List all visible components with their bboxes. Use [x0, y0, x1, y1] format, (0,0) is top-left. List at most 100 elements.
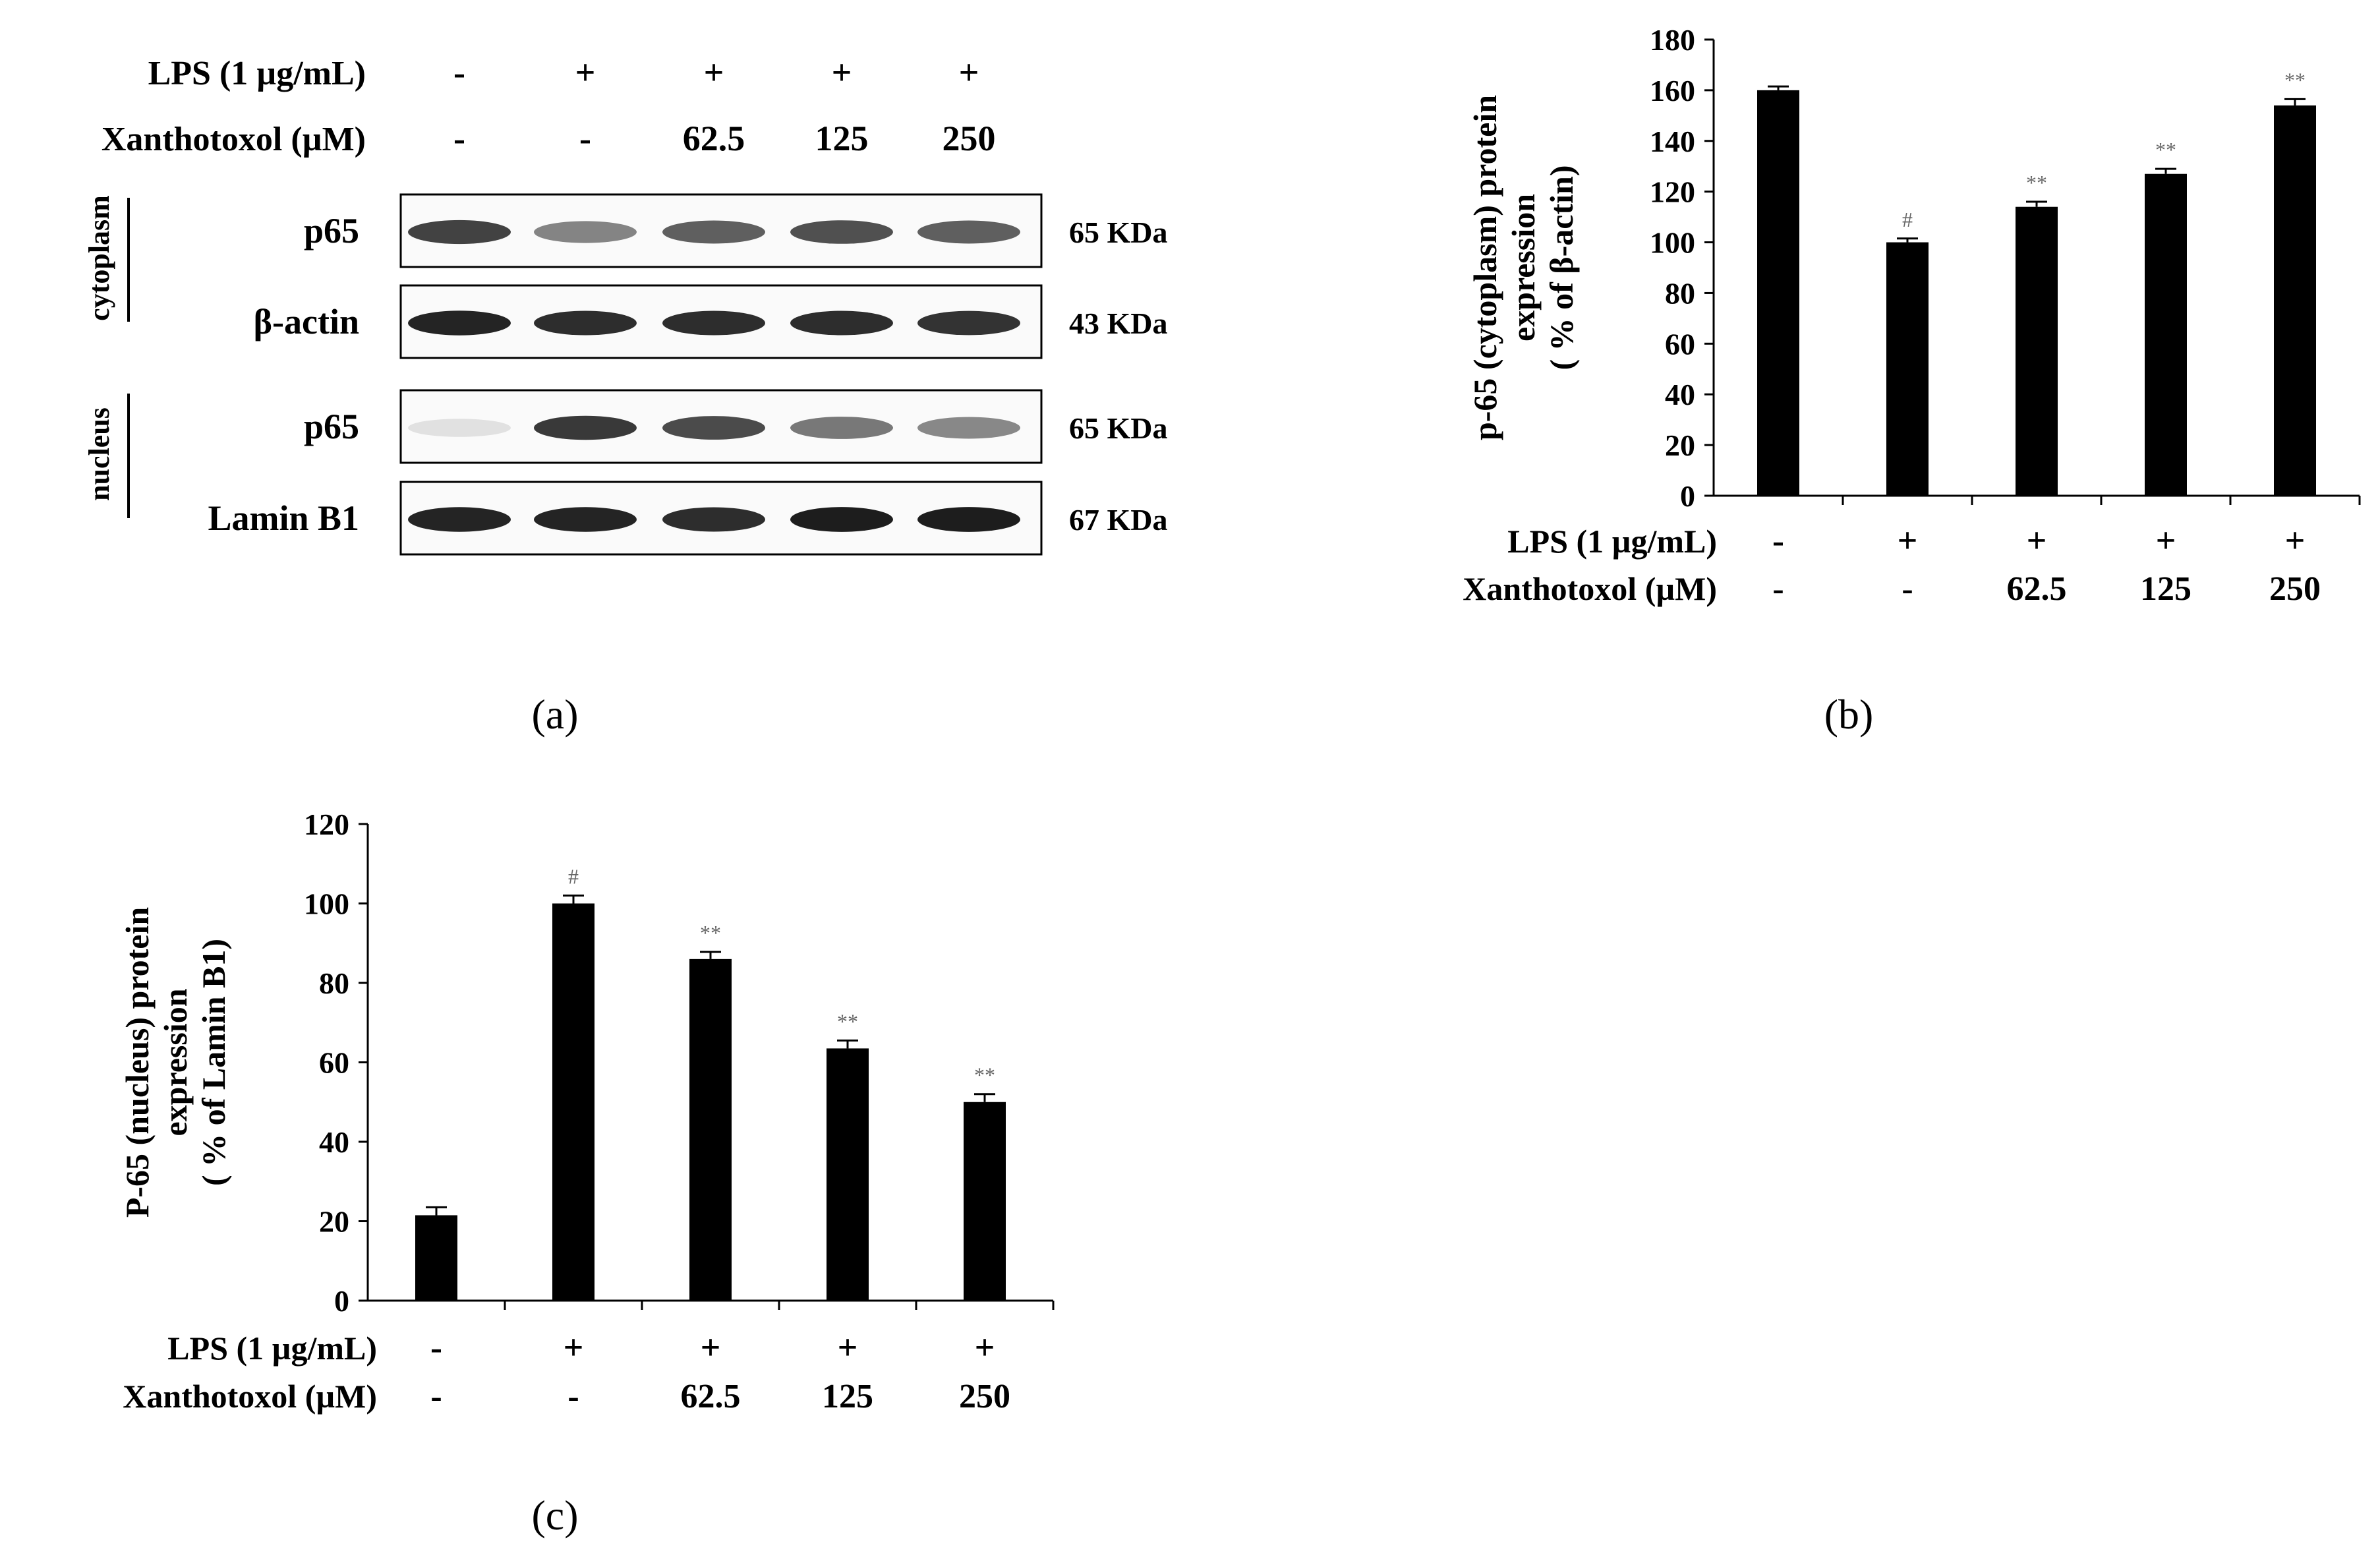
bar [552, 903, 595, 1301]
chart-xanthotoxol-value: - [430, 1378, 442, 1415]
y-tick-label: 0 [1680, 479, 1695, 513]
y-tick-label: 180 [1650, 23, 1695, 57]
y-axis-title: expression [157, 988, 194, 1136]
blot-compartment-groups: cytoplasm nucleus [83, 195, 130, 518]
y-axis-title: p-65 (cytoplasm) protein [1466, 95, 1503, 440]
blot-lps-label: LPS (1 µg/mL) [148, 55, 366, 92]
blot-band [662, 507, 765, 532]
blot-rows: p65 65 KDa β-actin 43 KDa p65 65 KDa Lamin B1 6… [208, 193, 1168, 556]
chart-lps-value: + [2156, 521, 2176, 560]
chart-xanthotoxol-value: - [567, 1378, 579, 1415]
y-tick-label: 20 [1665, 428, 1695, 462]
chart-lps-value: - [430, 1328, 442, 1367]
blot-row: p65 65 KDa [304, 193, 1168, 268]
blot-xanthotoxol-value: 62.5 [683, 119, 745, 158]
nucleus-bar-chart: 0 20 40 60 80 100 120 # ** ** ** P-65 (nucleus) pro… [119, 808, 1055, 1539]
blot-band [917, 417, 1020, 439]
western-blot-panel: LPS (1 µg/mL) Xanthotoxol (µM) - + + + + - - 62… [83, 53, 1168, 738]
cytoplasm-bar-chart: 0 20 40 60 80 100 120 140 160 180 # ** ** ** p-65 (cyt… [1463, 23, 2361, 738]
chart-b-treatment-values: - + + + + - - 62.5 125 250 [1772, 521, 2321, 608]
chart-lps-value: + [2285, 521, 2306, 560]
blot-band [534, 507, 637, 532]
y-tick-label: 40 [1665, 378, 1695, 411]
bar [2016, 206, 2058, 496]
significance-marker: ** [974, 1063, 995, 1087]
blot-xanthotoxol-value: 125 [815, 119, 869, 158]
blot-band [662, 416, 765, 440]
blot-xanthotoxol-label: Xanthotoxol (µM) [102, 121, 366, 158]
significance-marker: ** [700, 921, 721, 945]
blot-band [408, 507, 511, 532]
blot-protein-label: β-actin [254, 302, 359, 341]
bar [827, 1048, 869, 1301]
panel-label-c: (c) [531, 1492, 578, 1539]
y-tick-label: 100 [1650, 226, 1695, 260]
y-axis-title: expression [1505, 194, 1542, 341]
blot-band [534, 310, 637, 336]
y-tick-label: 60 [319, 1046, 349, 1080]
chart-c-lps-label: LPS (1 µg/mL) [167, 1330, 377, 1367]
blot-band [408, 220, 511, 245]
chart-b-plot: 0 20 40 60 80 100 120 140 160 180 # ** ** ** p-65 (cyt… [1466, 23, 2361, 513]
blot-size-label: 65 KDa [1069, 411, 1168, 445]
blot-protein-label: p65 [304, 211, 359, 251]
blot-band [534, 221, 637, 243]
blot-band [662, 310, 765, 336]
y-tick-label: 100 [304, 887, 349, 921]
chart-c-plot: 0 20 40 60 80 100 120 # ** ** ** P-65 (nucleus) pro… [119, 808, 1055, 1318]
bar [2145, 173, 2187, 496]
y-axis-title: ( % of β-actin) [1543, 165, 1580, 370]
blot-band [917, 507, 1020, 532]
blot-lps-value: + [704, 53, 724, 92]
blot-protein-label: p65 [304, 407, 359, 446]
chart-c-xanthotoxol-label: Xanthotoxol (µM) [123, 1378, 377, 1415]
y-tick-label: 120 [1650, 175, 1695, 209]
blot-size-label: 43 KDa [1069, 307, 1168, 340]
chart-xanthotoxol-value: 125 [2140, 570, 2191, 608]
significance-marker: ** [2026, 171, 2047, 194]
chart-b-lps-label: LPS (1 µg/mL) [1507, 523, 1717, 560]
blot-xanthotoxol-value: - [579, 119, 591, 158]
blot-lps-value: + [959, 53, 979, 92]
blot-group-label: cytoplasm [83, 195, 115, 321]
chart-xanthotoxol-value: 62.5 [681, 1378, 741, 1415]
y-axis-title: P-65 (nucleus) protein [119, 907, 156, 1218]
y-tick-label: 0 [334, 1284, 349, 1318]
bar [689, 958, 732, 1301]
y-tick-label: 120 [304, 808, 349, 841]
chart-xanthotoxol-value: 125 [822, 1378, 873, 1415]
blot-size-label: 65 KDa [1069, 216, 1168, 249]
chart-lps-value: + [564, 1328, 584, 1367]
y-tick-label: 80 [1665, 276, 1695, 310]
blot-band [917, 220, 1020, 244]
chart-xanthotoxol-value: 250 [959, 1378, 1010, 1415]
blot-row: Lamin B1 67 KDa [208, 481, 1168, 556]
blot-band [790, 220, 893, 244]
panel-label-a: (a) [531, 691, 578, 738]
significance-marker: ** [837, 1009, 858, 1033]
y-tick-label: 80 [319, 966, 349, 1000]
y-tick-label: 40 [319, 1125, 349, 1159]
blot-lps-value: + [832, 53, 852, 92]
blot-group-label: nucleus [83, 407, 115, 501]
significance-marker: ** [2155, 138, 2176, 162]
bar [1757, 90, 1799, 496]
blot-group: cytoplasm [83, 195, 130, 322]
blot-lps-value: + [575, 53, 596, 92]
blot-xanthotoxol-value: - [453, 119, 465, 158]
blot-band [790, 310, 893, 336]
chart-xanthotoxol-value: 250 [2269, 570, 2321, 608]
chart-lps-value: + [975, 1328, 995, 1367]
chart-b-xanthotoxol-label: Xanthotoxol (µM) [1463, 570, 1717, 607]
chart-xanthotoxol-value: - [1901, 570, 1913, 608]
chart-lps-value: + [838, 1328, 858, 1367]
blot-band [790, 507, 893, 532]
significance-marker: ** [2284, 68, 2306, 92]
y-tick-label: 20 [319, 1205, 349, 1239]
blot-band [534, 415, 637, 440]
blot-group: nucleus [83, 394, 130, 518]
chart-lps-value: + [2027, 521, 2047, 560]
significance-marker: # [1902, 208, 1913, 231]
blot-band [662, 220, 765, 244]
blot-row: β-actin 43 KDa [254, 284, 1168, 359]
